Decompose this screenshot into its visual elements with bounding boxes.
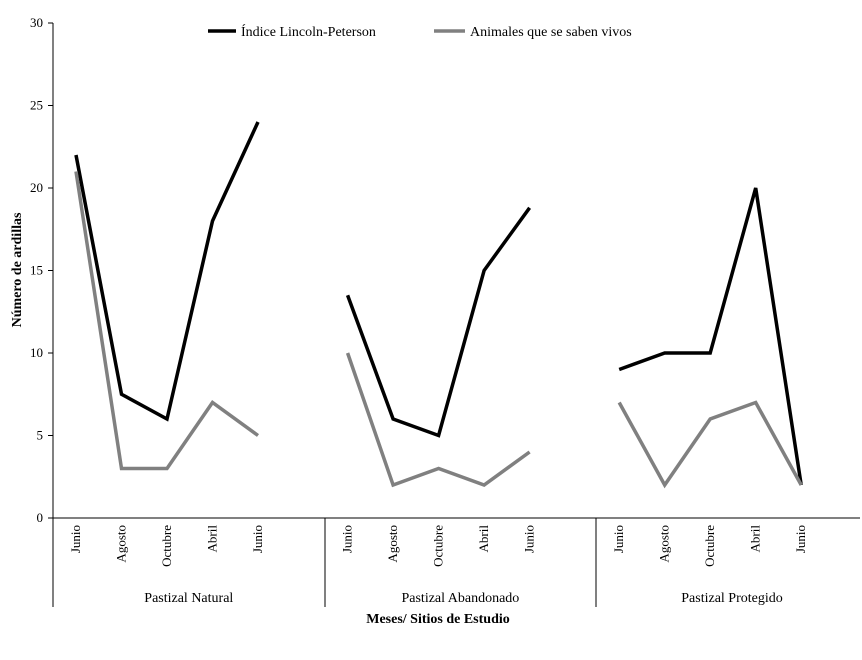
series-2-line <box>74 171 260 471</box>
series-layer <box>74 121 803 489</box>
y-tick-label: 5 <box>37 428 44 443</box>
series-2-line <box>617 400 803 489</box>
group-label: Pastizal Protegido <box>681 591 783 606</box>
group-label: Pastizal Abandonado <box>401 591 519 606</box>
y-tick-label: 15 <box>30 263 43 278</box>
series-1-line <box>74 121 260 422</box>
x-tick-label: Octubre <box>702 525 717 567</box>
x-tick-label: Abril <box>205 525 220 553</box>
series-1-line <box>345 206 532 438</box>
x-tick-label: Abril <box>476 525 491 553</box>
group-label: Pastizal Natural <box>144 591 233 606</box>
y-tick-label: 20 <box>30 180 43 195</box>
legend-label: Animales que se saben vivos <box>470 25 632 40</box>
y-tick-label: 25 <box>30 98 43 113</box>
y-tick-label: 0 <box>37 510 44 525</box>
series-1-line <box>618 187 803 486</box>
y-tick-label: 30 <box>30 15 43 30</box>
x-tick-label: Junio <box>793 525 808 553</box>
y-axis-title: Número de ardillas <box>10 212 25 327</box>
series-2-line <box>345 352 531 488</box>
x-tick-label: Agosto <box>385 525 400 563</box>
y-tick-label: 10 <box>30 345 43 360</box>
x-tick-label: Junio <box>250 525 265 553</box>
legend-label: Índice Lincoln-Peterson <box>241 23 376 40</box>
axes: 0 5 10 15 20 25 30 Junio Agosto Octubre Abril Junio… <box>30 15 860 607</box>
x-tick-label: Junio <box>68 525 83 553</box>
x-tick-label: Junio <box>611 525 626 553</box>
x-tick-label: Junio <box>340 525 355 553</box>
x-tick-label: Octubre <box>159 525 174 567</box>
x-tick-label: Abril <box>748 525 763 553</box>
x-tick-label: Agosto <box>114 525 129 563</box>
x-tick-label: Octubre <box>431 525 446 567</box>
x-tick-label: Junio <box>522 525 537 553</box>
legend: Índice Lincoln-Peterson Animales que se s… <box>208 23 632 40</box>
x-axis-title: Meses/ Sitios de Estudio <box>366 612 510 627</box>
x-tick-label: Agosto <box>657 525 672 563</box>
